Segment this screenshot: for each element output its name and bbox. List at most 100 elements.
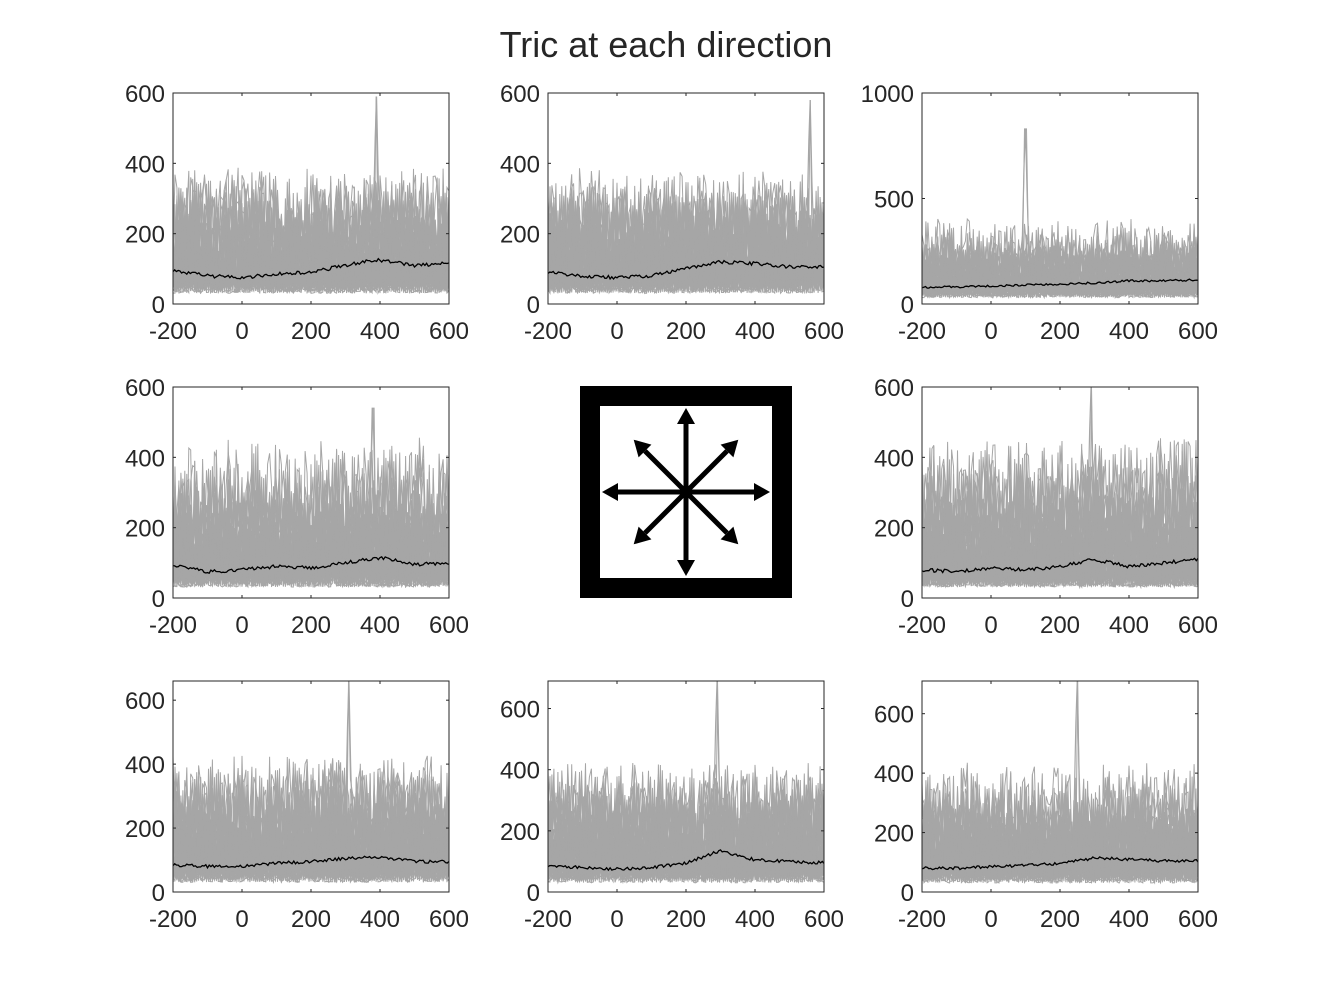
x-tick-label: 200 <box>1040 318 1080 345</box>
plot-area <box>548 681 824 885</box>
peak-trial-trace <box>371 96 382 262</box>
x-tick-label: 600 <box>804 906 844 933</box>
direction-arrow-head <box>720 526 739 545</box>
x-tick-label: 0 <box>610 906 623 933</box>
x-tick-label: 0 <box>984 318 997 345</box>
x-tick-label: 400 <box>1109 318 1149 345</box>
y-tick-label: 0 <box>901 880 914 907</box>
x-tick-label: 200 <box>666 318 706 345</box>
x-tick-label: 200 <box>1040 612 1080 639</box>
x-tick-label: 600 <box>429 612 469 639</box>
y-tick-label: 1000 <box>861 81 914 108</box>
direction-arrow-head <box>633 526 652 545</box>
y-tick-label: 400 <box>874 445 914 472</box>
mean-trace <box>173 257 449 280</box>
plot-area <box>922 387 1198 590</box>
y-tick-label: 400 <box>500 758 540 785</box>
x-tick-label: 600 <box>429 318 469 345</box>
direction-arrow-head <box>677 560 695 576</box>
x-tick-label: 600 <box>1178 906 1218 933</box>
trial-trace <box>922 228 1198 299</box>
plot-area <box>173 96 449 295</box>
plot-area <box>173 681 449 885</box>
x-tick-label: 400 <box>1109 906 1149 933</box>
trial-trace <box>922 538 1198 589</box>
y-tick-label: 0 <box>901 292 914 319</box>
mean-trace <box>548 259 824 281</box>
peak-trial-trace <box>805 100 815 262</box>
x-tick-label: -200 <box>898 906 946 933</box>
peak-trial-trace <box>368 408 378 556</box>
y-tick-label: 600 <box>500 697 540 724</box>
mean-trace <box>548 849 824 872</box>
x-tick-label: 0 <box>984 612 997 639</box>
y-tick-label: 200 <box>125 222 165 249</box>
mean-trace <box>922 856 1198 871</box>
y-tick-label: 600 <box>125 81 165 108</box>
trial-trace <box>173 517 449 583</box>
direction-arrow-head <box>720 439 739 458</box>
direction-arrow-shaft <box>643 449 688 494</box>
peak-trial-trace <box>344 681 354 854</box>
peak-trial-trace <box>1086 387 1096 556</box>
x-tick-label: -200 <box>898 612 946 639</box>
direction-arrow-head <box>754 483 770 501</box>
x-tick-label: 600 <box>1178 612 1218 639</box>
x-tick-label: 200 <box>291 612 331 639</box>
y-tick-label: 400 <box>125 445 165 472</box>
x-tick-label: 600 <box>804 318 844 345</box>
x-tick-label: 600 <box>429 906 469 933</box>
trial-trace <box>922 775 1198 881</box>
plot-area <box>173 407 449 589</box>
direction-arrow-head <box>633 439 652 458</box>
x-tick-label: -200 <box>524 318 572 345</box>
y-tick-label: 200 <box>125 516 165 543</box>
peak-trial-trace <box>712 681 722 856</box>
x-tick-label: -200 <box>524 906 572 933</box>
x-tick-label: -200 <box>149 612 197 639</box>
trial-trace <box>173 247 449 295</box>
y-tick-label: 600 <box>125 688 165 715</box>
mean-trace <box>173 855 449 870</box>
direction-arrow-shaft <box>684 449 729 494</box>
y-tick-label: 200 <box>500 819 540 846</box>
trial-trace <box>922 441 1198 583</box>
x-tick-label: 400 <box>360 318 400 345</box>
mean-trace <box>173 555 449 574</box>
x-tick-label: 200 <box>291 906 331 933</box>
y-tick-label: 600 <box>125 375 165 402</box>
x-tick-label: 0 <box>235 906 248 933</box>
y-tick-label: 200 <box>125 816 165 843</box>
x-tick-label: 400 <box>1109 612 1149 639</box>
y-tick-label: 200 <box>874 821 914 848</box>
x-tick-label: 600 <box>1178 318 1218 345</box>
x-tick-label: 0 <box>984 906 997 933</box>
direction-arrow-head <box>677 408 695 424</box>
y-tick-label: 200 <box>500 222 540 249</box>
y-tick-label: 0 <box>527 292 540 319</box>
x-tick-label: 0 <box>235 318 248 345</box>
x-tick-label: 200 <box>1040 906 1080 933</box>
trial-trace <box>922 813 1198 883</box>
trial-trace <box>548 194 824 289</box>
x-tick-label: -200 <box>898 318 946 345</box>
x-tick-label: -200 <box>149 318 197 345</box>
figure-title: Tric at each direction <box>500 24 833 65</box>
x-tick-label: -200 <box>149 906 197 933</box>
y-tick-label: 600 <box>874 702 914 729</box>
y-tick-label: 0 <box>901 586 914 613</box>
y-tick-label: 600 <box>500 81 540 108</box>
trial-trace <box>173 755 449 883</box>
trial-trace <box>173 167 449 294</box>
trial-trace <box>173 829 449 881</box>
x-tick-label: 200 <box>666 906 706 933</box>
mean-trace <box>922 278 1198 289</box>
y-tick-label: 0 <box>527 880 540 907</box>
